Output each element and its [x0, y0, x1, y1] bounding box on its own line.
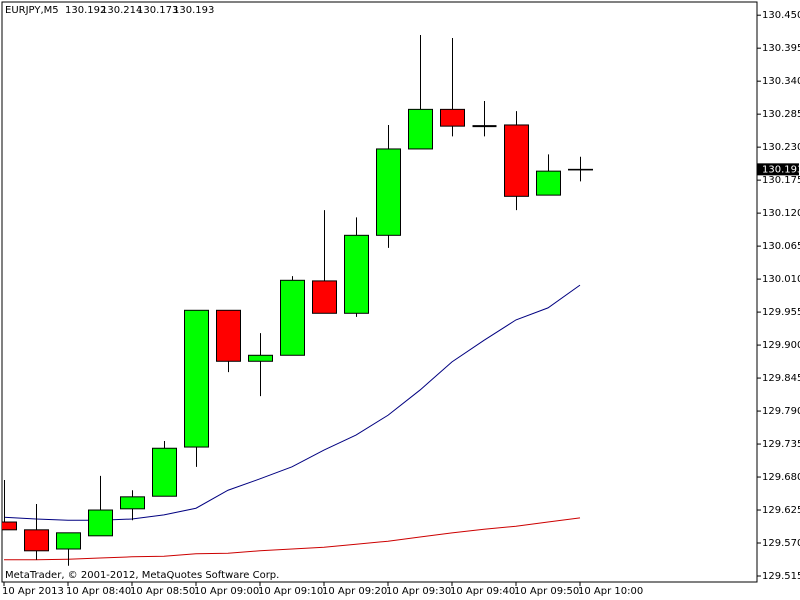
y-tick-label: 130.175 — [762, 175, 800, 186]
x-tick-label: 10 Apr 09:00 — [194, 586, 259, 597]
candle-body — [248, 354, 273, 362]
y-tick-label: 129.790 — [762, 406, 800, 417]
candle-body — [152, 447, 177, 497]
candle-body — [280, 279, 305, 356]
candle-body — [216, 309, 241, 362]
y-tick-label: 130.120 — [762, 208, 800, 219]
y-tick-label: 129.735 — [762, 439, 800, 450]
y-tick-label: 130.450 — [762, 10, 800, 21]
y-tick-label: 129.515 — [762, 571, 800, 582]
candle-body — [568, 168, 593, 171]
moving-average-line — [4, 517, 581, 561]
candle-body — [536, 170, 561, 196]
y-tick-label: 130.340 — [762, 76, 800, 87]
chart-title: EURJPY,M5 — [5, 5, 59, 16]
x-tick-label: 10 Apr 09:10 — [258, 586, 323, 597]
y-tick-label: 130.010 — [762, 274, 800, 285]
x-tick-label: 10 Apr 09:50 — [514, 586, 579, 597]
candle-body — [120, 496, 145, 510]
candle-body — [312, 280, 337, 314]
y-tick-label: 129.570 — [762, 538, 800, 549]
x-tick-label: 10 Apr 2013 — [2, 586, 64, 597]
header-low: 130.173 — [137, 5, 178, 16]
candle-body — [56, 532, 81, 550]
price-label: 130.193 — [762, 164, 800, 175]
candle-body — [24, 529, 49, 552]
price-label-box — [757, 163, 799, 176]
x-tick-label: 10 Apr 09:20 — [322, 586, 387, 597]
x-tick-label: 10 Apr 09:30 — [386, 586, 451, 597]
y-tick-label: 129.680 — [762, 472, 800, 483]
plot-frame — [1, 1, 758, 583]
y-tick-label: 129.955 — [762, 307, 800, 318]
y-tick-label: 129.900 — [762, 340, 800, 351]
y-tick-label: 130.395 — [762, 43, 800, 54]
x-tick-label: 10 Apr 09:40 — [450, 586, 515, 597]
candle-body — [408, 108, 433, 150]
plot-area — [2, 34, 593, 566]
y-tick-label: 130.230 — [762, 142, 800, 153]
candle-body — [376, 148, 401, 236]
header-high: 130.214 — [101, 5, 142, 16]
footer-text: MetaTrader, © 2001-2012, MetaQuotes Soft… — [5, 570, 279, 581]
candle-body — [2, 521, 17, 531]
y-tick-label: 129.625 — [762, 505, 800, 516]
candle-body — [344, 234, 369, 314]
y-tick-label: 129.845 — [762, 373, 800, 384]
candle-body — [88, 509, 113, 537]
x-tick-label: 10 Apr 08:50 — [130, 586, 195, 597]
y-tick-label: 130.285 — [762, 109, 800, 120]
x-tick-label: 10 Apr 08:40 — [66, 586, 131, 597]
candle-body — [504, 124, 529, 197]
candle-body — [184, 309, 209, 448]
header-close: 130.193 — [173, 5, 214, 16]
header-open: 130.192 — [65, 5, 106, 16]
candle-body — [440, 108, 465, 127]
x-tick-label: 10 Apr 10:00 — [578, 586, 643, 597]
y-tick-label: 130.065 — [762, 241, 800, 252]
